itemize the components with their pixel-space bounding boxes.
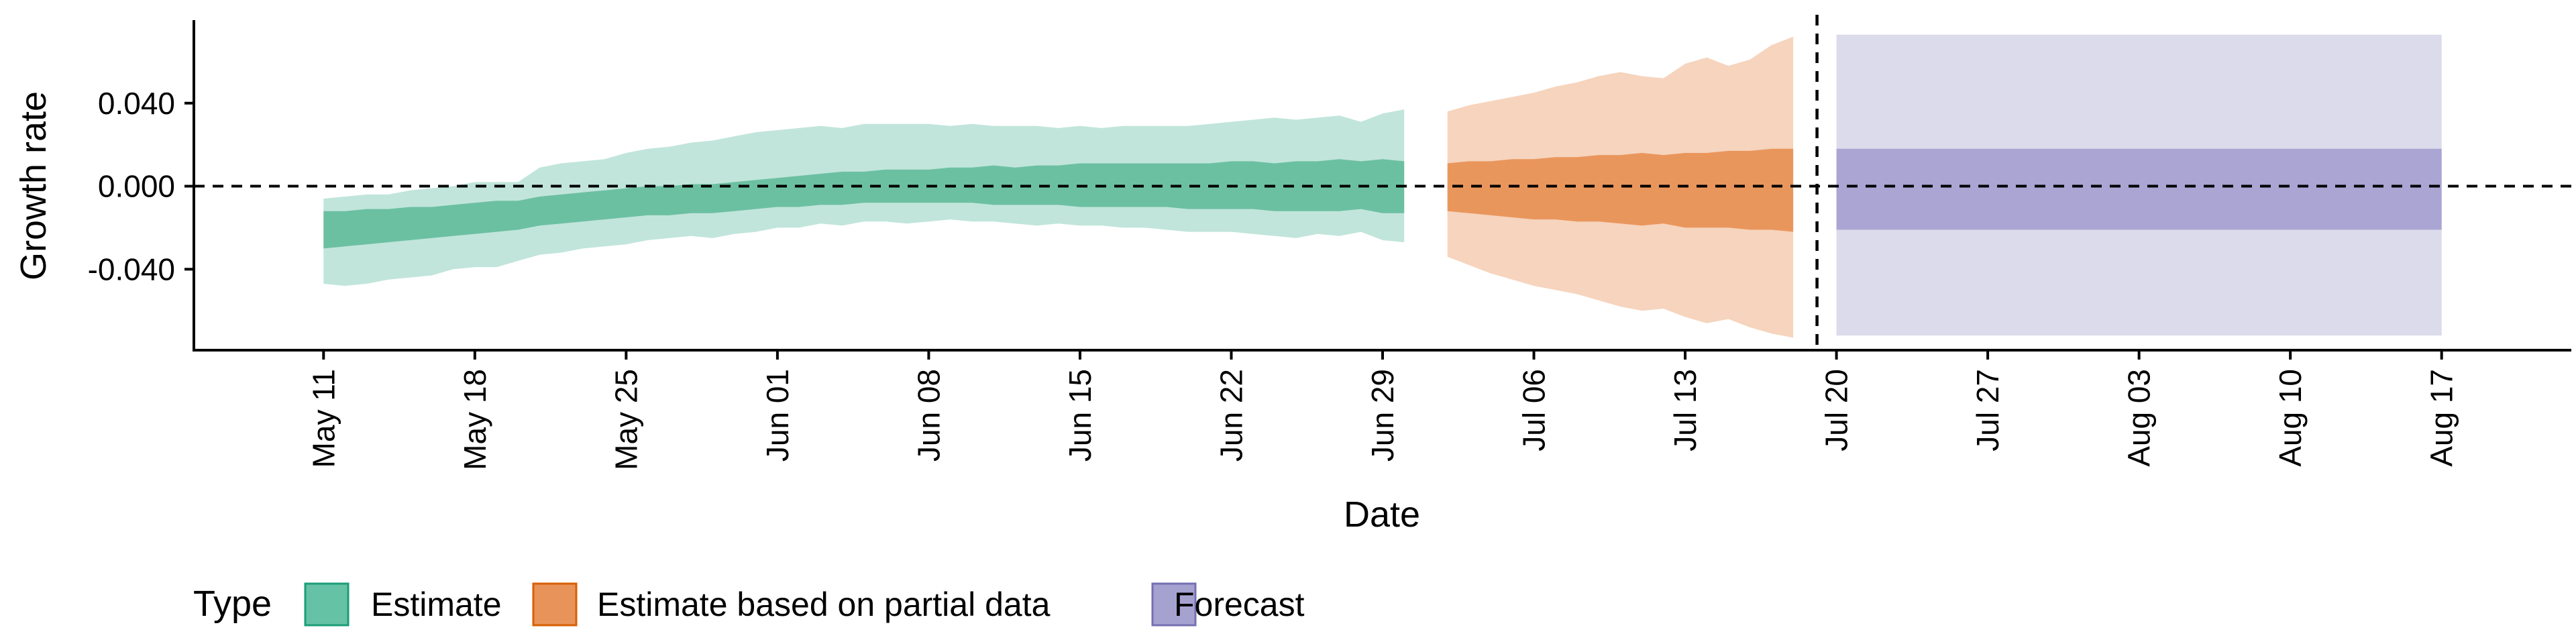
reference-lines bbox=[194, 15, 2571, 350]
x-tick-label: Jul 27 bbox=[1970, 369, 2005, 451]
estimate-band-50 bbox=[323, 159, 1405, 249]
y-axis-title: Growth rate bbox=[13, 91, 54, 280]
x-tick-label: Aug 10 bbox=[2273, 369, 2308, 467]
x-tick-label: Jun 29 bbox=[1365, 369, 1400, 462]
legend-key-partial bbox=[532, 582, 578, 627]
legend-key-forecast bbox=[1151, 582, 1197, 627]
x-tick-label: May 11 bbox=[306, 369, 341, 468]
legend-label-partial: Estimate based on partial data bbox=[597, 586, 1051, 623]
x-tick-label: Jun 22 bbox=[1214, 369, 1249, 462]
x-tick-label: Aug 17 bbox=[2424, 369, 2459, 467]
x-tick-label: Jun 08 bbox=[911, 369, 946, 462]
x-tick-label: May 18 bbox=[458, 369, 492, 470]
x-tick-label: Jun 01 bbox=[760, 369, 795, 462]
legend-label-forecast: Forecast bbox=[1174, 586, 1305, 623]
forecast-band-50 bbox=[1836, 148, 2442, 230]
x-tick-label: Jul 06 bbox=[1517, 369, 1552, 451]
y-tick-label: 0.040 bbox=[98, 86, 175, 121]
legend: Type Estimate Estimate based on partial … bbox=[193, 582, 1305, 627]
axes: -0.040 0.000 0.040 May 11 May 18 May 25 Jun 01… bbox=[88, 20, 2571, 470]
x-tick-label: Jun 15 bbox=[1063, 369, 1097, 462]
x-tick-label: May 25 bbox=[608, 369, 643, 470]
x-axis-title: Date bbox=[1344, 494, 1420, 535]
x-tick-label: Aug 03 bbox=[2122, 369, 2157, 467]
x-tick-label: Jul 13 bbox=[1668, 369, 1703, 451]
legend-key-estimate bbox=[304, 582, 350, 627]
legend-title: Type bbox=[193, 584, 272, 624]
x-tick-label: Jul 20 bbox=[1819, 369, 1854, 451]
y-tick-label: 0.000 bbox=[98, 169, 175, 204]
uncertainty-bands bbox=[323, 34, 2442, 338]
y-tick-label: -0.040 bbox=[88, 252, 175, 286]
partial-band-50 bbox=[1447, 148, 1794, 232]
legend-label-estimate: Estimate bbox=[371, 586, 502, 623]
